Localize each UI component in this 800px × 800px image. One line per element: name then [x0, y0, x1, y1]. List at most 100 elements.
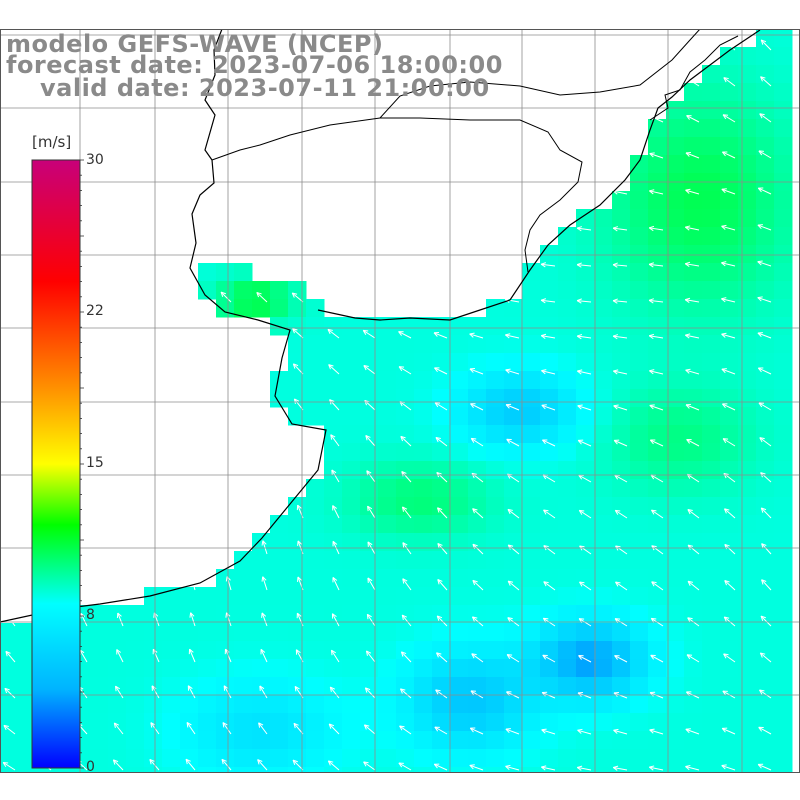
speed-cell [180, 767, 199, 773]
wind-arrow [293, 722, 304, 735]
speed-cell [738, 515, 757, 534]
speed-cell [630, 389, 649, 408]
speed-cell [666, 263, 685, 282]
speed-cell [558, 317, 577, 336]
speed-cell [756, 191, 775, 210]
speed-cell [486, 299, 505, 318]
wind-arrow [434, 726, 448, 735]
speed-cell [360, 641, 379, 660]
wind-arrow [651, 581, 664, 591]
speed-cell [306, 479, 325, 498]
speed-cell [684, 497, 703, 516]
wind-arrow [256, 291, 268, 303]
wind-arrow [687, 509, 700, 519]
speed-cell [720, 569, 739, 588]
wind-arrow [399, 688, 412, 699]
speed-cell [378, 515, 397, 534]
speed-cell [774, 227, 793, 246]
speed-cell [702, 659, 721, 678]
speed-cell [378, 731, 397, 750]
speed-cell [648, 371, 667, 390]
speed-cell [630, 587, 649, 606]
speed-cell [522, 569, 541, 588]
wind-arrow [685, 368, 700, 375]
speed-cell [378, 551, 397, 570]
speed-cell [666, 299, 685, 318]
speed-cell [774, 425, 793, 444]
speed-cell [270, 623, 289, 642]
speed-cell [396, 623, 415, 642]
speed-cell [486, 605, 505, 624]
speed-cell [720, 263, 739, 282]
speed-cell [558, 605, 577, 624]
wind-arrow [576, 334, 592, 340]
speed-cell [288, 389, 307, 408]
speed-cell [378, 317, 397, 336]
speed-cell [342, 785, 361, 800]
speed-cell [630, 497, 649, 516]
speed-cell [666, 677, 685, 696]
speed-cell [486, 389, 505, 408]
speed-cell [450, 551, 469, 570]
colorbar [31, 159, 81, 769]
speed-cell [252, 605, 271, 624]
speed-cell [576, 623, 595, 642]
speed-cell [468, 443, 487, 462]
speed-cell [594, 623, 613, 642]
speed-cell [522, 749, 541, 768]
speed-cell [720, 533, 739, 552]
speed-cell [522, 677, 541, 696]
wind-arrow [759, 652, 772, 663]
speed-cell [162, 731, 181, 750]
speed-cell [774, 155, 793, 174]
speed-cell [324, 749, 343, 768]
wind-arrow [686, 438, 700, 447]
speed-cell [414, 713, 433, 732]
speed-cell [684, 749, 703, 768]
speed-cell [216, 695, 235, 714]
speed-cell [612, 551, 631, 570]
speed-cell [306, 317, 325, 336]
speed-cell [270, 659, 289, 678]
speed-cell [540, 749, 559, 768]
speed-cell [702, 533, 721, 552]
speed-cell [468, 317, 487, 336]
speed-cell [180, 785, 199, 800]
speed-cell [738, 191, 757, 210]
speed-cell [414, 335, 433, 354]
wind-arrow [648, 333, 664, 340]
wind-arrow [684, 225, 700, 231]
speed-cell [666, 641, 685, 660]
speed-cell [774, 65, 793, 84]
wind-arrow [722, 114, 736, 123]
speed-cell [342, 641, 361, 660]
speed-cell [126, 677, 145, 696]
speed-cell [720, 785, 739, 800]
speed-cell [324, 551, 343, 570]
speed-cell [126, 785, 145, 800]
speed-cell [702, 119, 721, 138]
wind-arrow [760, 615, 772, 627]
speed-cell [684, 155, 703, 174]
wind-arrow [366, 613, 376, 627]
speed-cell [756, 371, 775, 390]
speed-cell [90, 677, 109, 696]
speed-cell [558, 695, 577, 714]
speed-cell [234, 299, 253, 318]
wind-arrow [470, 437, 484, 447]
wind-arrow [576, 262, 592, 268]
speed-cell [504, 767, 523, 773]
speed-cell [108, 677, 127, 696]
speed-cell [648, 785, 667, 800]
wind-arrow [721, 188, 736, 195]
speed-cell [774, 317, 793, 336]
wind-arrow [760, 507, 772, 519]
speed-cell [144, 731, 163, 750]
speed-cell [252, 713, 271, 732]
speed-cell [738, 389, 757, 408]
speed-cell [738, 101, 757, 120]
speed-cell [270, 713, 289, 732]
speed-cell [432, 425, 451, 444]
speed-cell [468, 479, 487, 498]
speed-cell [720, 191, 739, 210]
